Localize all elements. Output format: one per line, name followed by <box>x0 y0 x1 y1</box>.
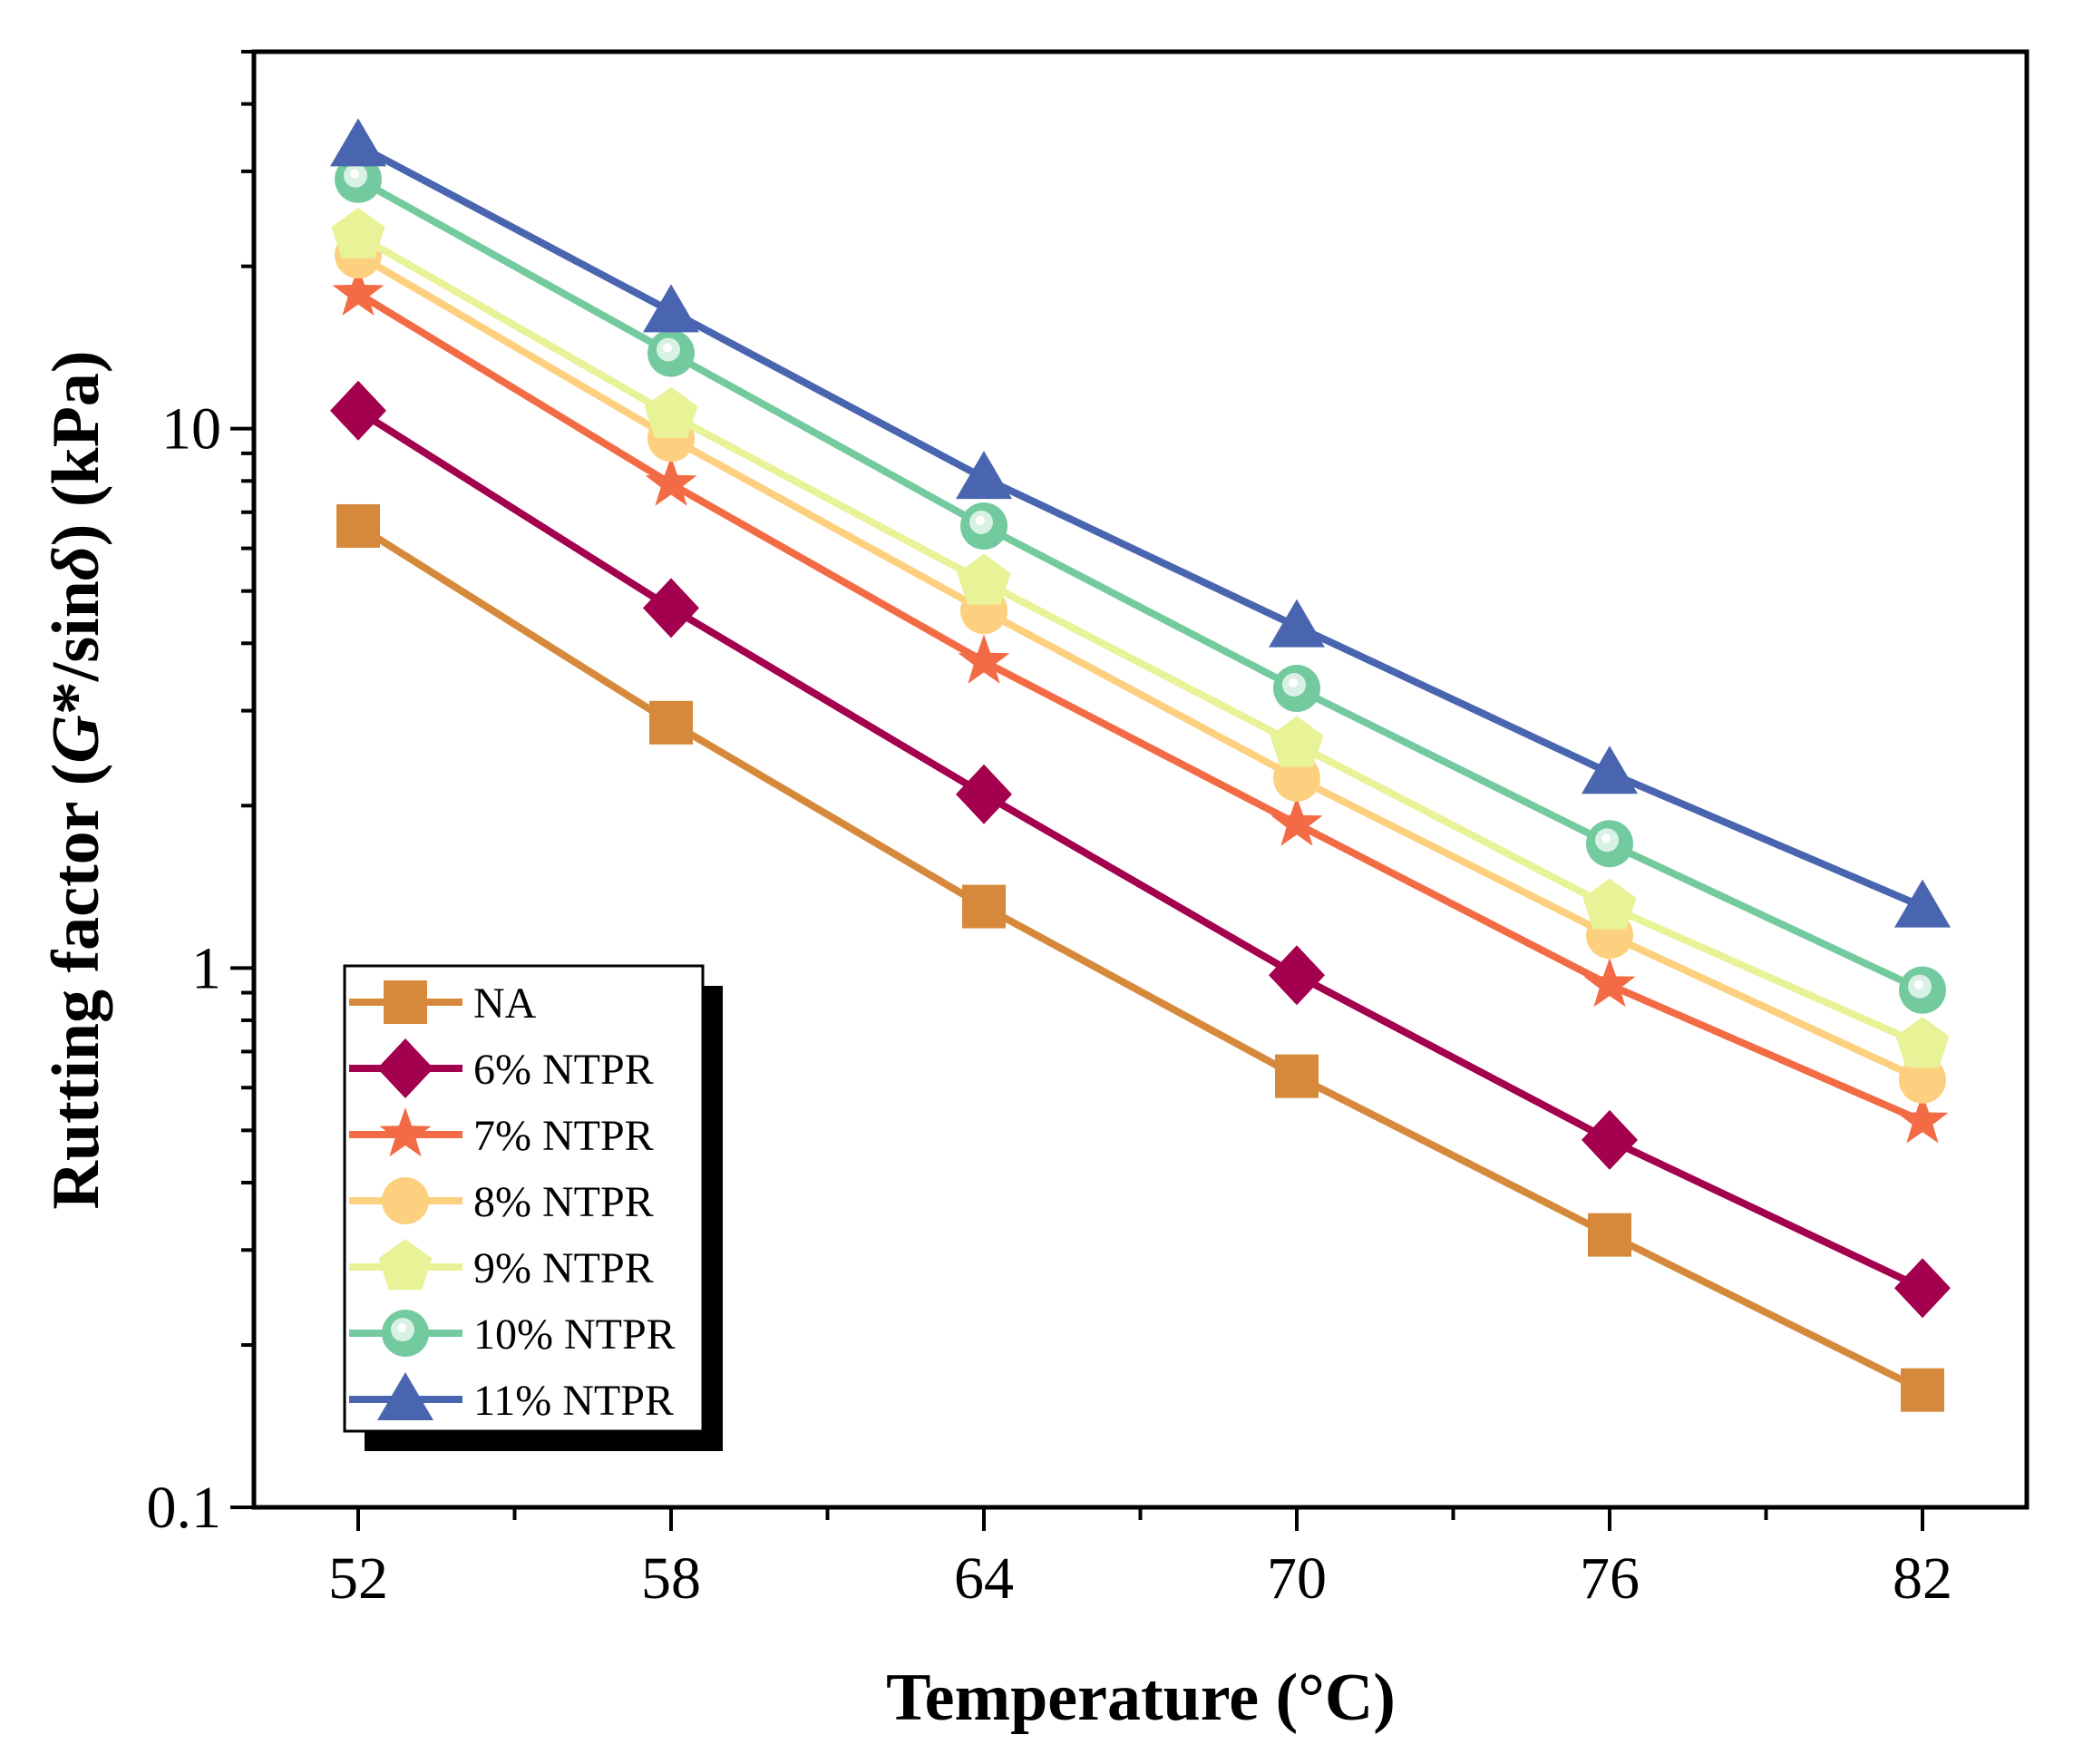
legend-label: 6% NTPR <box>473 1046 654 1094</box>
data-point-diamond-icon <box>956 764 1012 824</box>
series-line <box>356 141 1924 911</box>
y-tick-label: 0.1 <box>147 1475 222 1541</box>
data-point-pentagon-icon <box>1895 1017 1950 1068</box>
data-point-square-icon <box>336 503 380 548</box>
data-point-square-icon <box>1275 1054 1319 1098</box>
legend-item: 8% NTPR <box>349 1177 654 1226</box>
legend-label: NA <box>473 979 537 1028</box>
series-1 <box>336 503 1944 1412</box>
data-point-star-icon <box>1583 958 1636 1008</box>
data-point-triangle-icon <box>330 118 386 167</box>
tick-labels: 52 58 64 70 76 82 0.1 1 10 <box>147 396 1953 1612</box>
series-line <box>356 176 1924 994</box>
data-point-sphere-icon-shine <box>1601 833 1611 843</box>
data-point-triangle-icon <box>956 451 1012 500</box>
data-point-sphere-icon-shine <box>1289 677 1298 687</box>
data-point-triangle-icon <box>1894 879 1951 928</box>
data-point-triangle-icon <box>1269 599 1325 648</box>
y-axis-title-part-2: G <box>39 715 113 763</box>
data-point-diamond-icon <box>643 578 699 638</box>
y-axis-title-part-3: */sin <box>39 580 113 715</box>
series-line <box>355 407 1924 1291</box>
legend-label: 9% NTPR <box>473 1244 654 1292</box>
data-point-sphere-icon-shine <box>1914 979 1923 989</box>
legend-triangle-icon <box>377 1372 433 1420</box>
series-2 <box>330 380 1951 1319</box>
x-tick-label: 82 <box>1893 1545 1952 1612</box>
data-point-diamond-icon <box>1894 1258 1951 1319</box>
series-3 <box>332 266 1949 1144</box>
legend-label: 7% NTPR <box>473 1112 654 1160</box>
y-tick-label: 10 <box>161 396 221 463</box>
legend-items: NA 6% NTPR 7% NTPR 8% NTPR 9% NTPR 10% NTPR 11… <box>349 979 676 1425</box>
data-point-star-icon <box>645 456 697 506</box>
x-tick-label: 64 <box>954 1545 1014 1612</box>
legend-sphere-icon-shine <box>397 1323 406 1332</box>
legend-square-icon <box>384 980 427 1024</box>
x-axis-title: Temperature (°C) <box>886 1661 1396 1735</box>
x-tick-label: 58 <box>641 1545 701 1612</box>
legend-pentagon-icon <box>378 1239 433 1291</box>
data-point-diamond-icon <box>1269 945 1325 1006</box>
data-point-sphere-icon-shine <box>350 169 359 179</box>
legend-label: 11% NTPR <box>473 1377 674 1425</box>
legend-item: 7% NTPR <box>349 1107 654 1160</box>
data-point-star-icon <box>332 266 384 316</box>
legend-label: 10% NTPR <box>473 1311 676 1359</box>
y-axis-title-part-4: δ <box>39 546 113 580</box>
x-tick-label: 70 <box>1267 1545 1327 1612</box>
data-point-square-icon <box>962 884 1006 929</box>
data-point-star-icon <box>1896 1094 1949 1144</box>
series-line <box>356 232 1924 1048</box>
y-axis-title: Rutting factor (G*/sinδ) (kPa) <box>39 350 113 1209</box>
legend-item: NA <box>349 979 537 1028</box>
data-point-triangle-icon <box>1582 746 1638 794</box>
legend-diamond-icon <box>377 1038 433 1098</box>
plot-frame <box>251 49 2029 1510</box>
series-line <box>355 522 1924 1394</box>
y-tick-label: 1 <box>191 935 221 1001</box>
data-point-sphere-icon-shine <box>976 515 985 525</box>
legend-item: 9% NTPR <box>349 1239 654 1292</box>
data-point-star-icon <box>958 634 1010 684</box>
data-point-diamond-icon <box>330 380 386 441</box>
legend-circle-icon <box>382 1177 429 1224</box>
y-axis-title-part-5: ) (kPa) <box>39 350 113 546</box>
data-point-triangle-icon <box>643 284 699 333</box>
data-point-square-icon <box>649 700 693 745</box>
data-point-pentagon-icon <box>1582 878 1637 930</box>
data-point-square-icon <box>1901 1368 1944 1412</box>
series-line <box>355 251 1924 1084</box>
legend: NA 6% NTPR 7% NTPR 8% NTPR 9% NTPR 10% NTPR 11… <box>343 964 723 1451</box>
series-5 <box>331 207 1950 1068</box>
data-point-pentagon-icon <box>957 553 1011 605</box>
legend-star-icon <box>379 1107 432 1157</box>
legend-item: 11% NTPR <box>349 1372 674 1425</box>
data-point-diamond-icon <box>1582 1109 1638 1170</box>
data-point-square-icon <box>1588 1213 1631 1257</box>
data-point-sphere-icon-shine <box>663 343 672 353</box>
legend-item: 10% NTPR <box>349 1310 676 1359</box>
data-point-star-icon <box>1270 796 1323 846</box>
data-point-pentagon-icon <box>1270 716 1324 767</box>
x-tick-label: 76 <box>1580 1545 1640 1612</box>
data-point-circle-icon <box>1899 1056 1946 1104</box>
series-7 <box>330 118 1951 928</box>
legend-label: 8% NTPR <box>473 1178 654 1226</box>
y-axis-title-part-1: Rutting factor ( <box>39 764 113 1210</box>
series-line <box>355 290 1924 1125</box>
data-point-pentagon-icon <box>644 386 698 438</box>
series-layer <box>330 118 1951 1412</box>
series-6 <box>335 155 1946 1014</box>
x-tick-label: 52 <box>328 1545 388 1612</box>
data-point-pentagon-icon <box>331 207 385 258</box>
legend-item: 6% NTPR <box>349 1038 654 1098</box>
